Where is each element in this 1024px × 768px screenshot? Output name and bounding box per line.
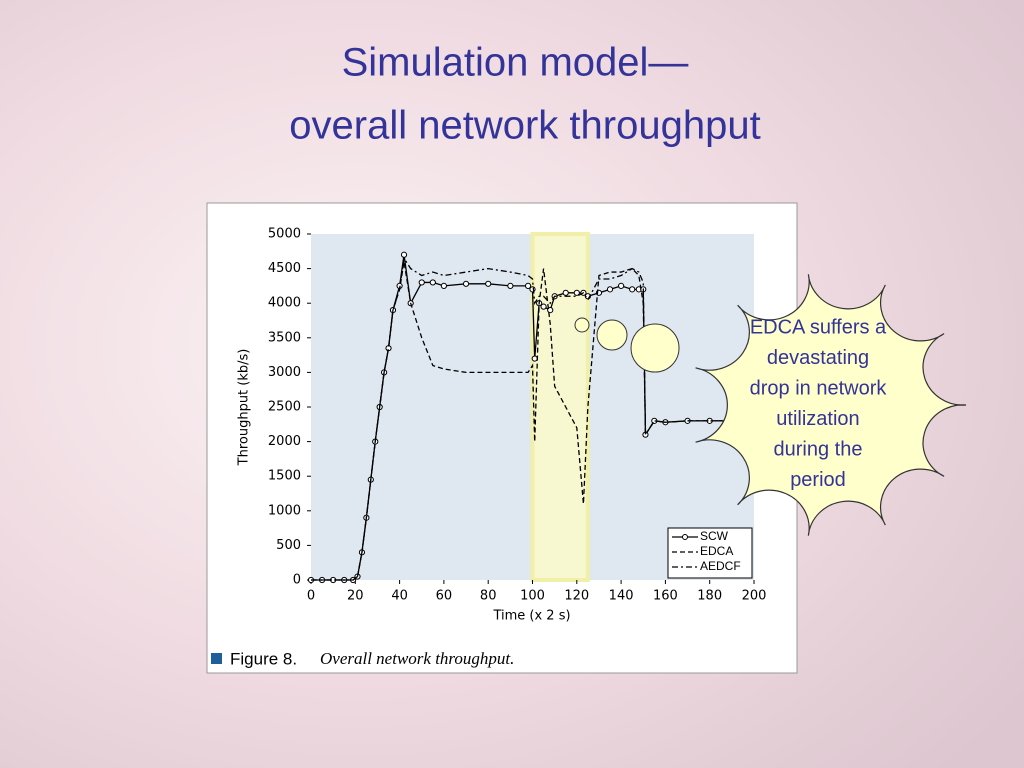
marker — [400, 251, 408, 258]
series-line — [311, 261, 754, 581]
callout-text: drop in network — [750, 377, 888, 399]
caption-icon — [211, 653, 222, 664]
legend-marker — [682, 534, 688, 540]
marker — [629, 286, 636, 293]
marker — [562, 289, 569, 296]
marker — [618, 282, 625, 289]
marker — [606, 286, 614, 293]
caption-label: Figure 8. — [230, 649, 297, 668]
x-tick-label: 80 — [480, 589, 497, 604]
slide-title: Simulation model— — [342, 41, 689, 85]
x-tick-label: 40 — [391, 589, 408, 604]
x-tick-label: 120 — [564, 589, 589, 604]
callout-cloud — [695, 274, 967, 536]
y-tick-label: 500 — [276, 538, 301, 553]
thought-bubble — [596, 319, 628, 351]
x-tick-label: 140 — [609, 589, 634, 604]
legend-label: SCW — [700, 529, 729, 543]
x-tick-label: 160 — [653, 589, 678, 604]
marker — [507, 282, 514, 289]
x-axis-label: Time (x 2 s) — [492, 609, 570, 624]
marker — [540, 303, 547, 310]
x-tick-label: 60 — [436, 589, 453, 604]
marker — [440, 282, 447, 289]
marker — [418, 279, 425, 286]
marker — [462, 280, 470, 287]
y-tick-label: 1500 — [268, 469, 301, 484]
y-tick-label: 3500 — [268, 330, 301, 345]
y-tick-label: 4500 — [268, 261, 301, 276]
slide-title: overall network throughput — [289, 104, 760, 148]
thought-bubble — [574, 317, 590, 333]
y-tick-label: 2500 — [268, 400, 301, 415]
legend-box — [667, 527, 753, 579]
marker — [524, 282, 532, 289]
callout-text: utilization — [776, 408, 859, 430]
y-tick-label: 2000 — [268, 434, 301, 449]
x-tick-label: 20 — [347, 589, 364, 604]
marker — [529, 286, 536, 293]
x-tick-label: 200 — [742, 589, 767, 604]
legend-label: AEDCF — [700, 559, 741, 573]
y-tick-label: 3000 — [268, 365, 301, 380]
x-tick-label: 180 — [697, 589, 722, 604]
callout-text: EDCA suffers a — [750, 316, 887, 338]
y-tick-label: 0 — [293, 573, 301, 588]
marker — [429, 279, 436, 286]
callout-text: period — [790, 469, 846, 491]
marker — [573, 289, 580, 296]
y-tick-label: 4000 — [268, 296, 301, 311]
callout-text: devastating — [767, 347, 869, 369]
thought-bubble — [630, 323, 680, 373]
x-tick-label: 100 — [520, 589, 545, 604]
y-tick-label: 1000 — [268, 503, 301, 518]
marker — [485, 280, 492, 287]
marker — [531, 355, 538, 362]
y-tick-label: 5000 — [268, 227, 301, 242]
callout-text: during the — [774, 438, 863, 460]
legend-label: EDCA — [700, 544, 733, 558]
y-axis-label: Throughput (kb/s) — [237, 349, 252, 467]
series-line — [311, 256, 754, 581]
caption-text: Overall network throughput. — [320, 649, 514, 668]
x-tick-label: 0 — [307, 589, 315, 604]
